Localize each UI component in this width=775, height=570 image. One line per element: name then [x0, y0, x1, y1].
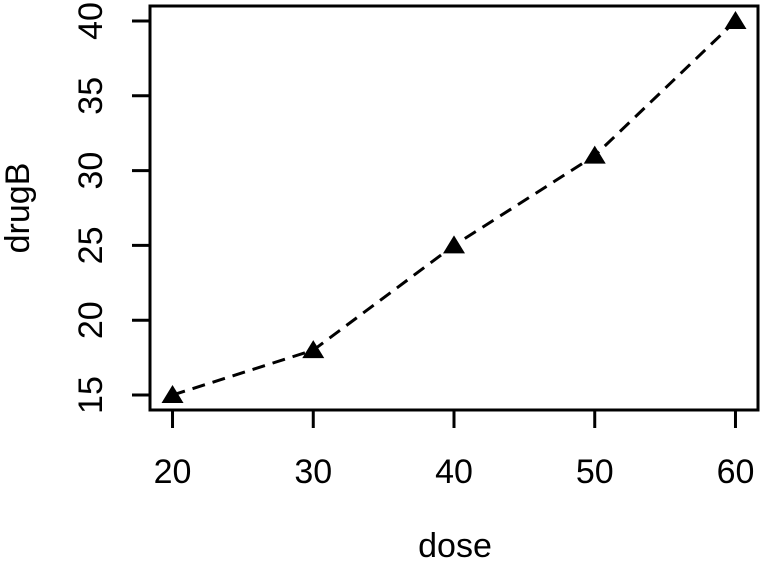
x-tick-label: 60 [717, 453, 755, 491]
data-point-marker [724, 10, 747, 29]
data-point-marker [583, 145, 606, 164]
y-tick-label: 25 [72, 226, 110, 264]
y-axis-label: drugB [0, 163, 37, 254]
x-tick-label: 40 [435, 453, 473, 491]
y-tick-label: 15 [72, 376, 110, 414]
y-tick-label: 20 [72, 301, 110, 339]
x-tick-label: 30 [294, 453, 332, 491]
data-line [172, 19, 737, 397]
plot-border [148, 4, 760, 412]
data-point-marker [443, 235, 465, 254]
x-axis-label: dose [418, 527, 492, 565]
data-point-marker [302, 340, 325, 359]
y-tick-label: 35 [72, 77, 110, 115]
y-tick-label: 40 [72, 2, 110, 40]
x-tick-label: 50 [576, 453, 614, 491]
data-point-marker [161, 385, 184, 404]
y-tick-label: 30 [72, 152, 110, 190]
x-tick-label: 20 [154, 453, 192, 491]
